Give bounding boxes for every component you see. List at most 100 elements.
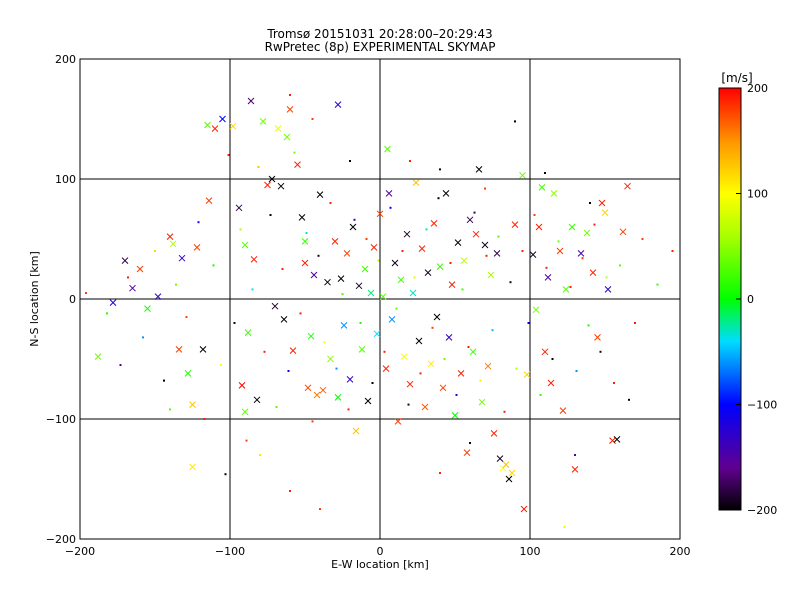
dot-marker (389, 206, 392, 209)
x-marker (364, 397, 372, 405)
dot-marker (431, 326, 434, 329)
x-marker (475, 166, 483, 173)
dot-marker (574, 454, 576, 456)
x-marker (264, 181, 271, 189)
x-marker (316, 191, 324, 198)
x-marker (397, 276, 405, 284)
x-marker (193, 244, 201, 251)
dot-marker (311, 420, 314, 423)
dot-marker (341, 293, 344, 296)
x-marker (304, 384, 312, 392)
x-marker (433, 313, 441, 321)
x-marker (241, 408, 249, 416)
dot-marker (514, 120, 516, 123)
dot-marker (419, 372, 422, 375)
x-marker (589, 269, 597, 276)
dot-marker (377, 259, 380, 262)
dot-marker (401, 250, 404, 252)
x-marker (424, 269, 432, 276)
dot-marker (407, 403, 410, 406)
x-marker (481, 241, 489, 249)
dot-marker (484, 187, 486, 190)
dot-marker (575, 370, 578, 372)
dot-marker (409, 160, 411, 162)
axis-ticks: −200 −100 0 100 200 −200 −100 0 100 200 (46, 53, 691, 558)
dot-marker (299, 312, 302, 315)
x-marker (235, 204, 243, 212)
x-marker (247, 97, 255, 105)
dot-marker (527, 322, 530, 324)
dot-marker (473, 211, 476, 214)
dot-marker (239, 228, 242, 231)
y-axis-label: N-S location [km] (28, 251, 41, 347)
x-marker (250, 256, 258, 263)
x-marker (562, 286, 570, 293)
x-tick-label: 200 (670, 545, 691, 558)
x-marker (624, 182, 631, 190)
x-marker (382, 365, 390, 372)
x-marker (199, 346, 207, 353)
grid-lines (80, 59, 680, 539)
dot-marker (469, 442, 471, 444)
dot-marker (269, 214, 272, 216)
x-marker (268, 175, 276, 183)
x-marker (241, 241, 249, 249)
x-marker (571, 466, 579, 473)
x-marker (379, 293, 387, 300)
x-marker (577, 250, 585, 257)
x-marker (541, 348, 549, 356)
x-marker (355, 282, 363, 290)
dot-marker (593, 223, 596, 226)
x-marker (205, 197, 213, 204)
x-marker (460, 257, 468, 264)
x-marker (490, 430, 498, 437)
dot-marker (127, 276, 129, 279)
dot-marker (220, 364, 222, 366)
x-marker (274, 125, 282, 132)
dot-marker (163, 379, 165, 382)
dot-marker (169, 408, 171, 411)
dot-marker (259, 454, 261, 456)
dot-marker (175, 283, 177, 286)
x-marker (144, 305, 151, 312)
dot-marker (347, 408, 350, 411)
x-marker (319, 386, 327, 394)
x-marker (451, 412, 459, 419)
x-marker (442, 190, 450, 197)
dot-marker (491, 329, 494, 332)
x-marker (229, 122, 237, 130)
x-marker (178, 254, 186, 262)
dot-marker (395, 307, 398, 310)
dot-marker (287, 370, 290, 372)
dot-marker (551, 358, 554, 360)
x-marker (463, 449, 471, 456)
dot-marker (227, 154, 230, 156)
dot-marker (581, 257, 584, 260)
x-marker (538, 184, 546, 191)
x-marker (324, 278, 331, 286)
x-marker (289, 347, 297, 354)
x-marker (520, 505, 528, 513)
x-marker (418, 245, 426, 252)
x-marker (613, 436, 621, 443)
y-tick-label: 200 (55, 53, 76, 66)
dot-marker (467, 346, 470, 348)
dot-marker (613, 382, 615, 384)
x-marker (301, 259, 309, 267)
x-marker (327, 355, 334, 363)
x-marker (121, 257, 129, 264)
chart-subtitle: RwPretec (8p) EXPERIMENTAL SKYMAP (265, 40, 496, 54)
x-marker (508, 469, 516, 477)
dot-marker (589, 202, 591, 204)
x-marker (403, 230, 411, 238)
x-marker (469, 348, 477, 356)
x-marker (421, 403, 429, 411)
colorbar-tick-label: −200 (747, 504, 777, 517)
x-marker (568, 223, 576, 231)
x-tick-label: 100 (520, 545, 541, 558)
x-marker (394, 418, 402, 425)
x-marker (472, 230, 480, 238)
x-marker (601, 209, 609, 216)
colorbar-tick-label: 100 (747, 188, 768, 201)
